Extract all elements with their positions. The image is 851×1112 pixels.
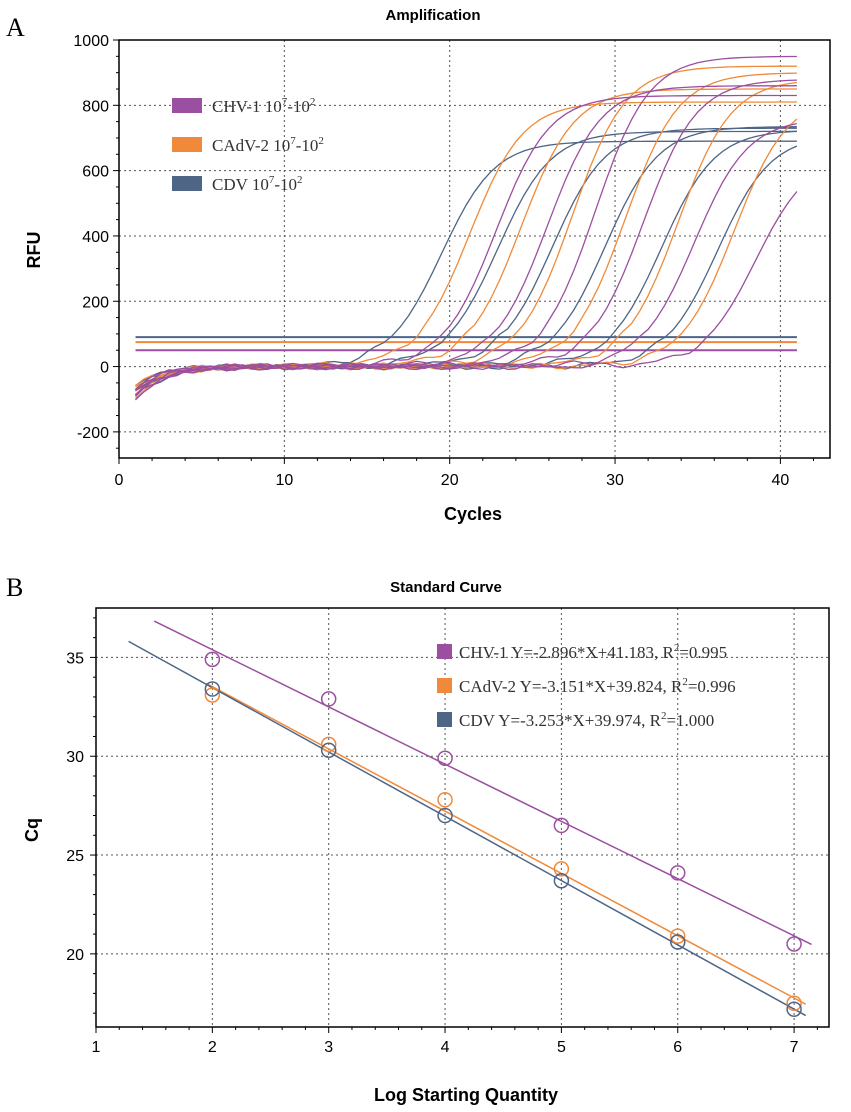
data-point-cdv bbox=[320, 742, 337, 759]
data-point-cadv bbox=[669, 928, 686, 944]
x-tick-label: 5 bbox=[557, 1039, 566, 1056]
data-point-chv bbox=[204, 651, 221, 668]
data-point-cadv bbox=[320, 736, 337, 753]
fit-line-cadv bbox=[206, 682, 807, 1005]
panel-b-label: B bbox=[6, 573, 23, 602]
fit-line-cdv bbox=[128, 640, 807, 1017]
data-point-cadv bbox=[437, 791, 453, 808]
amplification-plot-area bbox=[119, 40, 830, 458]
y-tick-label: 200 bbox=[82, 294, 109, 311]
log-quantity-axis-label: Log Starting Quantity bbox=[374, 1085, 558, 1105]
legend-label-chv: CHV-1 Y=-2.896*X+41.183, R2=0.995 bbox=[459, 642, 727, 662]
standard-curve-plot: 1 2 3 4 5 6 7 20 25 30 35 CHV-1 Y=-2.896*X+41.183,… bbox=[66, 607, 830, 1056]
x-tick-label: 2 bbox=[208, 1039, 217, 1056]
cycles-axis-label: Cycles bbox=[444, 504, 502, 524]
legend-label-cadv: CAdV-2 Y=-3.151*X+39.824, R2=0.996 bbox=[459, 676, 736, 696]
data-point-cadv bbox=[204, 687, 221, 703]
y-tick-label: 20 bbox=[66, 947, 84, 964]
standard-curve-plot-area bbox=[96, 608, 829, 1027]
legend-label-chv: CHV-1 107-102 bbox=[212, 96, 315, 116]
y-tick-label: 1000 bbox=[73, 33, 109, 50]
x-tick-label: 7 bbox=[790, 1039, 799, 1056]
y-tick-label: 30 bbox=[66, 749, 84, 766]
amplification-curve-chv bbox=[135, 122, 798, 392]
legend-swatch-chv bbox=[437, 644, 452, 659]
data-point-cdv bbox=[437, 807, 453, 824]
legend-swatch-cadv bbox=[172, 137, 202, 152]
x-tick-label: 1 bbox=[92, 1039, 101, 1056]
amplification-plot: 0 10 20 30 40 -200 0 200 400 600 800 1000 CHV-1 107… bbox=[73, 33, 831, 489]
x-tick-label: 10 bbox=[275, 472, 293, 489]
cq-axis-label: Cq bbox=[22, 818, 42, 842]
legend-swatch-cadv bbox=[437, 678, 452, 693]
standard-curve-legend: CHV-1 Y=-2.896*X+41.183, R2=0.995 CAdV-2 … bbox=[437, 642, 736, 730]
x-tick-label: 40 bbox=[771, 472, 789, 489]
data-points bbox=[204, 651, 802, 1017]
panel-a-label: A bbox=[6, 13, 25, 42]
amplification-ticks: 0 10 20 30 40 -200 0 200 400 600 800 1000 bbox=[73, 33, 814, 489]
x-tick-label: 0 bbox=[115, 472, 124, 489]
y-tick-label: 0 bbox=[100, 360, 109, 377]
x-tick-label: 6 bbox=[673, 1039, 682, 1056]
amplification-curves bbox=[135, 55, 798, 401]
y-tick-label: 800 bbox=[82, 98, 109, 115]
amplification-curve-chv bbox=[135, 191, 798, 401]
standard-curve-grid bbox=[96, 608, 829, 1027]
fit-lines bbox=[128, 620, 812, 1017]
data-point-chv bbox=[786, 936, 802, 952]
x-tick-label: 4 bbox=[441, 1039, 450, 1056]
standard-curve-title: Standard Curve bbox=[390, 579, 502, 596]
data-point-chv bbox=[553, 817, 570, 834]
x-tick-label: 20 bbox=[441, 472, 459, 489]
data-point-cdv bbox=[786, 1001, 802, 1017]
y-tick-label: 600 bbox=[82, 164, 109, 181]
legend-label-cdv: CDV Y=-3.253*X+39.974, R2=1.000 bbox=[459, 710, 714, 730]
data-point-cdv bbox=[553, 872, 570, 889]
data-point-cadv bbox=[553, 861, 570, 877]
legend-swatch-chv bbox=[172, 98, 202, 113]
amplification-frame bbox=[118, 39, 831, 459]
x-tick-label: 3 bbox=[324, 1039, 333, 1056]
legend-label-cdv: CDV 107-102 bbox=[212, 174, 303, 194]
fit-line-chv bbox=[153, 620, 812, 946]
legend-swatch-cdv bbox=[172, 176, 202, 191]
data-point-cdv bbox=[669, 934, 686, 950]
amplification-legend: CHV-1 107-102 CAdV-2 107-102 CDV 107-102 bbox=[172, 96, 324, 194]
data-point-cadv bbox=[786, 995, 802, 1012]
legend-swatch-cdv bbox=[437, 712, 452, 727]
y-tick-label: 25 bbox=[66, 848, 84, 865]
standard-curve-ticks: 1 2 3 4 5 6 7 20 25 30 35 bbox=[66, 617, 818, 1056]
rfu-axis-label: RFU bbox=[24, 232, 44, 269]
legend-label-cadv: CAdV-2 107-102 bbox=[212, 135, 324, 155]
amplification-title: Amplification bbox=[385, 7, 480, 24]
data-point-chv bbox=[437, 750, 453, 766]
data-point-chv bbox=[320, 691, 337, 707]
standard-curve-frame bbox=[95, 607, 830, 1028]
x-tick-label: 30 bbox=[606, 472, 624, 489]
y-tick-label: 35 bbox=[66, 650, 84, 667]
data-point-cdv bbox=[204, 681, 221, 697]
y-tick-label: 400 bbox=[82, 229, 109, 246]
y-tick-label: -200 bbox=[77, 425, 109, 442]
threshold-lines bbox=[135, 336, 797, 352]
data-point-chv bbox=[669, 865, 686, 881]
